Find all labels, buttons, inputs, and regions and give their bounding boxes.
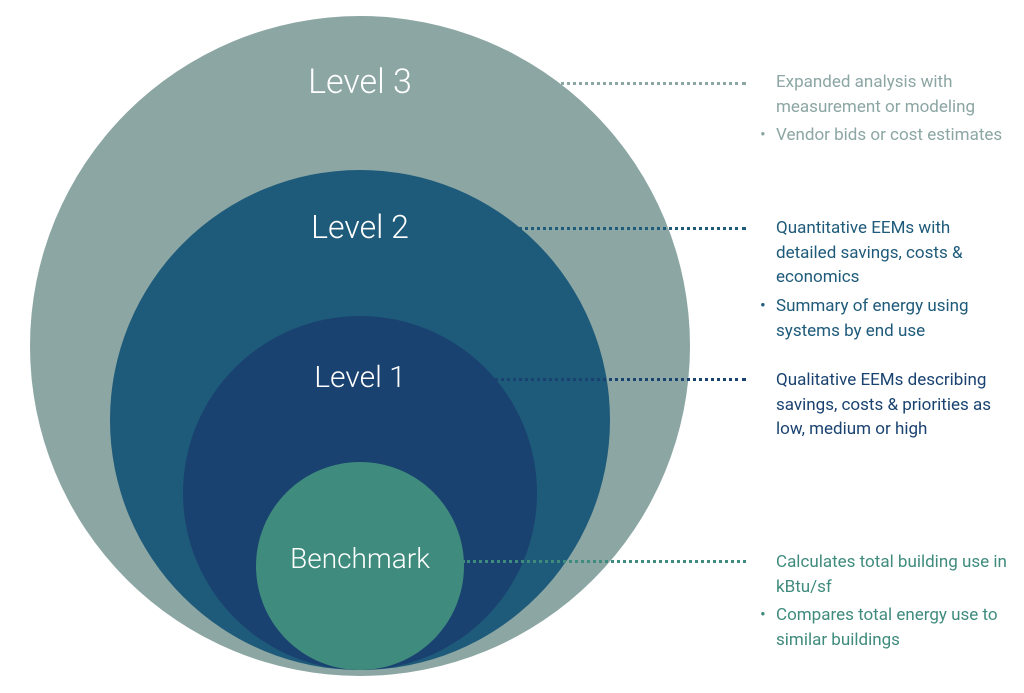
desc-list-level3: Expanded analysis with measurement or mo… bbox=[758, 70, 1008, 148]
desc-level1: Qualitative EEMs describing savings, cos… bbox=[758, 368, 1008, 446]
desc-item: Vendor bids or cost estimates bbox=[758, 123, 1008, 148]
desc-list-benchmark: Calculates total building use in kBtu/sf… bbox=[758, 550, 1008, 653]
desc-item: Calculates total building use in kBtu/sf bbox=[758, 550, 1008, 599]
desc-benchmark: Calculates total building use in kBtu/sf… bbox=[758, 550, 1008, 657]
circle-label-benchmark: Benchmark bbox=[290, 542, 430, 575]
leader-benchmark bbox=[462, 560, 746, 563]
desc-level2: Quantitative EEMs with detailed savings,… bbox=[758, 216, 1008, 347]
desc-item: Qualitative EEMs describing savings, cos… bbox=[758, 368, 1008, 442]
desc-item: Quantitative EEMs with detailed savings,… bbox=[758, 216, 1008, 290]
circle-label-level3: Level 3 bbox=[308, 62, 412, 102]
desc-level3: Expanded analysis with measurement or mo… bbox=[758, 70, 1008, 152]
desc-item: Compares total energy use to similar bui… bbox=[758, 603, 1008, 652]
desc-item: Expanded analysis with measurement or mo… bbox=[758, 70, 1008, 119]
desc-item: Summary of energy using systems by end u… bbox=[758, 294, 1008, 343]
nested-circle-diagram: Level 3 Expanded analysis with measuremen… bbox=[0, 0, 1024, 693]
desc-list-level1: Qualitative EEMs describing savings, cos… bbox=[758, 368, 1008, 442]
leader-level2 bbox=[434, 227, 746, 230]
circle-label-level1: Level 1 bbox=[314, 360, 406, 395]
circle-label-level2: Level 2 bbox=[311, 208, 409, 246]
leader-level1 bbox=[428, 378, 746, 381]
leader-level3 bbox=[434, 82, 746, 85]
desc-list-level2: Quantitative EEMs with detailed savings,… bbox=[758, 216, 1008, 343]
